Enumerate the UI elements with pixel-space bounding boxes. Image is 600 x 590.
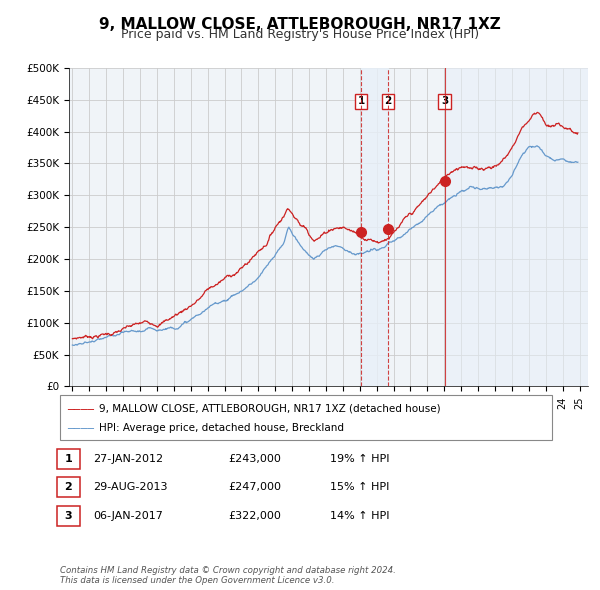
Text: 15% ↑ HPI: 15% ↑ HPI bbox=[330, 483, 389, 492]
Bar bbox=[361, 68, 388, 386]
Text: 9, MALLOW CLOSE, ATTLEBOROUGH, NR17 1XZ: 9, MALLOW CLOSE, ATTLEBOROUGH, NR17 1XZ bbox=[99, 17, 501, 31]
Bar bbox=[445, 68, 588, 386]
Text: 1: 1 bbox=[358, 96, 365, 106]
Text: 9, MALLOW CLOSE, ATTLEBOROUGH, NR17 1XZ (detached house): 9, MALLOW CLOSE, ATTLEBOROUGH, NR17 1XZ … bbox=[99, 404, 440, 414]
Text: ────: ──── bbox=[67, 404, 94, 414]
Text: 06-JAN-2017: 06-JAN-2017 bbox=[93, 511, 163, 520]
Text: 29-AUG-2013: 29-AUG-2013 bbox=[93, 483, 167, 492]
Text: HPI: Average price, detached house, Breckland: HPI: Average price, detached house, Brec… bbox=[99, 424, 344, 434]
Text: ────: ──── bbox=[67, 424, 94, 434]
Text: 2: 2 bbox=[65, 483, 72, 492]
Text: £247,000: £247,000 bbox=[228, 483, 281, 492]
Text: 2: 2 bbox=[384, 96, 391, 106]
Text: £243,000: £243,000 bbox=[228, 454, 281, 464]
Text: £322,000: £322,000 bbox=[228, 511, 281, 520]
Text: 27-JAN-2012: 27-JAN-2012 bbox=[93, 454, 163, 464]
Text: 19% ↑ HPI: 19% ↑ HPI bbox=[330, 454, 389, 464]
Text: Contains HM Land Registry data © Crown copyright and database right 2024.
This d: Contains HM Land Registry data © Crown c… bbox=[60, 566, 396, 585]
Text: Price paid vs. HM Land Registry's House Price Index (HPI): Price paid vs. HM Land Registry's House … bbox=[121, 28, 479, 41]
Text: 3: 3 bbox=[65, 511, 72, 520]
Text: 14% ↑ HPI: 14% ↑ HPI bbox=[330, 511, 389, 520]
Text: 3: 3 bbox=[441, 96, 448, 106]
Text: 1: 1 bbox=[65, 454, 72, 464]
